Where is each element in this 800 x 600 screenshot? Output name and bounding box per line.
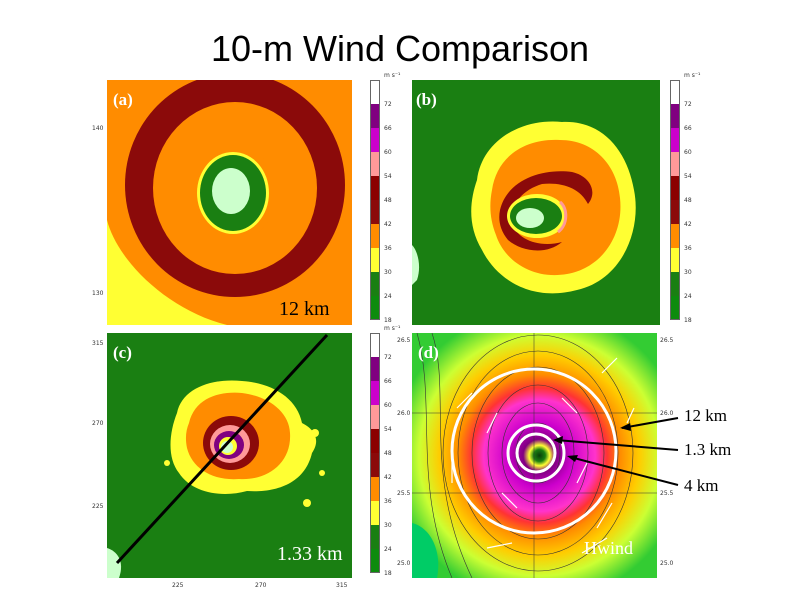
panel-d-lat-tick: 26.5 [397, 337, 411, 344]
annotation-12km: 12 km [684, 406, 727, 425]
panel-d-lat-tick-right: 26.5 [660, 337, 674, 344]
colorbar-c-label: 24 [384, 546, 392, 553]
annotation-1-3km: 1.3 km [684, 440, 732, 459]
panel-a-ytick: 130 [92, 290, 104, 297]
colorbar-b-label: 54 [684, 173, 692, 180]
panel-c: (c) 1.33 km [107, 333, 352, 578]
colorbar-b-label: 18 [684, 317, 692, 324]
panel-c-xtick: 315 [336, 582, 348, 589]
panel-a-ytick: 140 [92, 125, 104, 132]
colorbar-c-label: 60 [384, 402, 392, 409]
panel-b-label: (b) [416, 90, 437, 109]
colorbar-c-unit: m s⁻¹ [384, 325, 401, 332]
colorbar-a-label: 42 [384, 221, 392, 228]
colorbar-a-label: 36 [384, 245, 392, 252]
panel-d-lat-tick: 26.0 [397, 410, 411, 417]
colorbar-a-label: 60 [384, 149, 392, 156]
panel-b-map [412, 80, 660, 325]
colorbar-b-unit: m s⁻¹ [684, 72, 701, 79]
colorbar-b-label: 24 [684, 293, 692, 300]
colorbar-a-label: 18 [384, 317, 392, 324]
colorbar-b-label: 72 [684, 101, 692, 108]
colorbar-b-label: 36 [684, 245, 692, 252]
colorbar-b-label: 42 [684, 221, 692, 228]
colorbar-b-label: 66 [684, 125, 692, 132]
panel-a-map [107, 80, 352, 325]
panel-a-resolution: 12 km [279, 298, 330, 320]
colorbar-a-label: 72 [384, 101, 392, 108]
colorbar-b-label: 48 [684, 197, 692, 204]
panel-c-ytick: 315 [92, 340, 104, 347]
colorbar-c [370, 333, 380, 573]
colorbar-b [670, 80, 680, 320]
panel-d-source: Hwind [584, 538, 633, 558]
panel-c-map [107, 333, 352, 578]
panel-c-resolution: 1.33 km [277, 543, 343, 565]
colorbar-a-label: 54 [384, 173, 392, 180]
panel-a-label: (a) [113, 90, 133, 109]
colorbar-c-label: 66 [384, 378, 392, 385]
panel-d-lat-tick-right: 26.0 [660, 410, 674, 417]
page-title: 10-m Wind Comparison [210, 28, 590, 69]
panel-c-xtick: 270 [255, 582, 267, 589]
annotation-4km: 4 km [684, 476, 719, 495]
panel-a: (a) 12 km [107, 80, 352, 325]
panel-d-lat-tick-right: 25.0 [660, 560, 674, 567]
panel-d-map [412, 333, 657, 578]
panel-d: (d) Hwind [412, 333, 657, 578]
panel-c-xtick: 225 [172, 582, 184, 589]
panel-c-ytick: 225 [92, 503, 104, 510]
colorbar-a-label: 24 [384, 293, 392, 300]
panel-d-lat-tick: 25.0 [397, 560, 411, 567]
panel-d-label: (d) [418, 343, 439, 362]
panel-c-ytick: 270 [92, 420, 104, 427]
colorbar-a-unit: m s⁻¹ [384, 72, 401, 79]
colorbar-b-label: 30 [684, 269, 692, 276]
colorbar-c-label: 36 [384, 498, 392, 505]
colorbar-c-label: 42 [384, 474, 392, 481]
colorbar-c-label: 30 [384, 522, 392, 529]
panel-b: (b) [412, 80, 660, 325]
colorbar-b-label: 60 [684, 149, 692, 156]
colorbar-c-label: 18 [384, 570, 392, 577]
panel-d-lat-tick: 25.5 [397, 490, 411, 497]
colorbar-a [370, 80, 380, 320]
colorbar-c-label: 48 [384, 450, 392, 457]
colorbar-c-label: 54 [384, 426, 392, 433]
colorbar-a-label: 48 [384, 197, 392, 204]
colorbar-c-label: 72 [384, 354, 392, 361]
colorbar-a-label: 30 [384, 269, 392, 276]
colorbar-a-label: 66 [384, 125, 392, 132]
panel-d-lat-tick-right: 25.5 [660, 490, 674, 497]
panel-c-label: (c) [113, 343, 132, 362]
